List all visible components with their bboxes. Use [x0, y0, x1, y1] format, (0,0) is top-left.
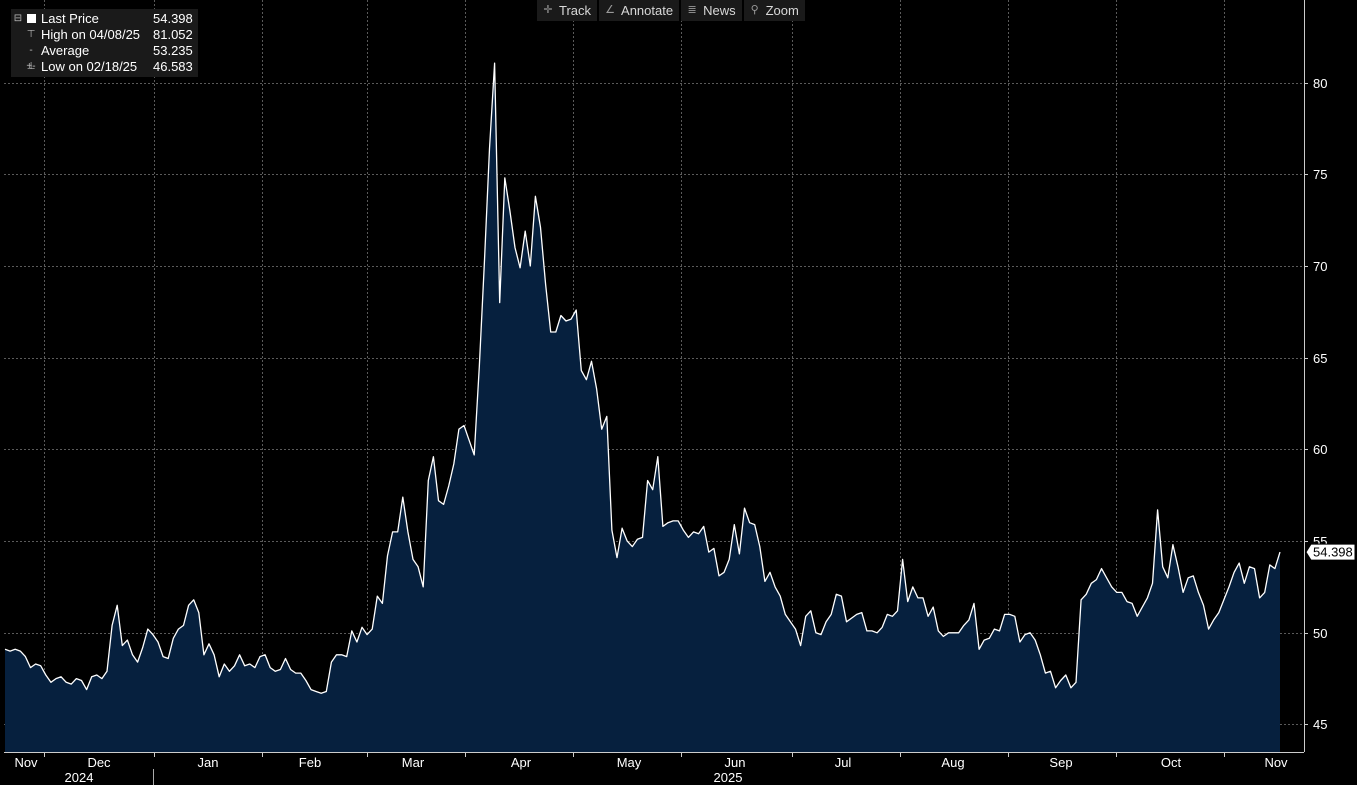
legend-label: Low on 02/18/25 [41, 59, 138, 74]
low-marker-icon: ⊥ [26, 61, 36, 72]
legend-value: 54.398 [153, 11, 193, 26]
y-tick-label: 65 [1313, 351, 1327, 366]
zoom-button[interactable]: ⚲ Zoom [743, 0, 805, 21]
average-marker-icon: -+- [26, 45, 36, 72]
x-month-label: Nov [1264, 755, 1288, 770]
axes [4, 0, 1308, 785]
legend-panel: ⊟ Last Price 54.398 ⊤ High on 04/08/25 8… [11, 9, 198, 77]
last-price-badge-shape [1305, 543, 1356, 561]
chart-toolbar: ✛ Track ∠ Annotate ≣ News ⚲ Zoom [537, 0, 805, 21]
x-month-label: Feb [299, 755, 321, 770]
legend-row-high[interactable]: ⊤ High on 04/08/25 81.052 [11, 27, 198, 43]
x-year-label: 2024 [65, 770, 94, 785]
legend-label: Last Price [41, 11, 99, 26]
track-button[interactable]: ✛ Track [537, 0, 598, 21]
pencil-icon: ∠ [605, 4, 615, 16]
legend-label: Average [41, 43, 90, 58]
x-month-label: Aug [941, 755, 964, 770]
x-month-label: May [617, 755, 642, 770]
zoom-button-label: Zoom [765, 3, 799, 18]
price-line [4, 62, 1281, 694]
gridlines [4, 0, 1304, 752]
price-area-fill [5, 63, 1280, 752]
annotate-button[interactable]: ∠ Annotate [599, 0, 680, 21]
legend-row-average[interactable]: -+- Average 53.235 [11, 43, 198, 72]
legend-label: High on 04/08/25 [41, 27, 141, 42]
x-month-label: Apr [511, 755, 532, 770]
x-month-label: Jan [198, 755, 219, 770]
news-button[interactable]: ≣ News [681, 0, 742, 21]
x-month-label: Dec [87, 755, 111, 770]
y-tick-label: 60 [1313, 442, 1327, 457]
legend-value: 81.052 [153, 27, 193, 42]
x-year-label: 2025 [714, 770, 743, 785]
square-marker-icon [25, 11, 37, 27]
x-month-label: Jun [725, 755, 746, 770]
y-tick-label: 80 [1313, 76, 1327, 91]
collapse-icon[interactable]: ⊟ [13, 13, 23, 24]
x-month-label: Mar [402, 755, 425, 770]
magnifier-icon: ⚲ [750, 4, 759, 16]
y-tick-label: 70 [1313, 259, 1327, 274]
legend-row-last-price[interactable]: ⊟ Last Price 54.398 [11, 11, 198, 27]
list-icon: ≣ [687, 4, 697, 16]
x-month-label: Nov [14, 755, 38, 770]
y-tick-label: 45 [1313, 717, 1327, 732]
x-month-label: Jul [835, 755, 852, 770]
y-tick-label: 50 [1313, 626, 1327, 641]
high-marker-icon: ⊤ [26, 29, 36, 40]
last-price-badge-label: 54.398 [1313, 545, 1353, 560]
annotate-button-label: Annotate [621, 3, 674, 18]
crosshair-icon: ✛ [543, 4, 553, 16]
track-button-label: Track [559, 3, 592, 18]
legend-value: 46.583 [153, 59, 193, 74]
x-month-label: Sep [1049, 755, 1072, 770]
last-price-badge: 54.398 [1305, 543, 1356, 561]
y-tick-label: 75 [1313, 167, 1327, 182]
x-month-label: Oct [1161, 755, 1182, 770]
news-button-label: News [703, 3, 736, 18]
legend-row-low[interactable]: ⊥ Low on 02/18/25 46.583 [11, 59, 198, 75]
legend-value: 53.235 [153, 43, 193, 58]
